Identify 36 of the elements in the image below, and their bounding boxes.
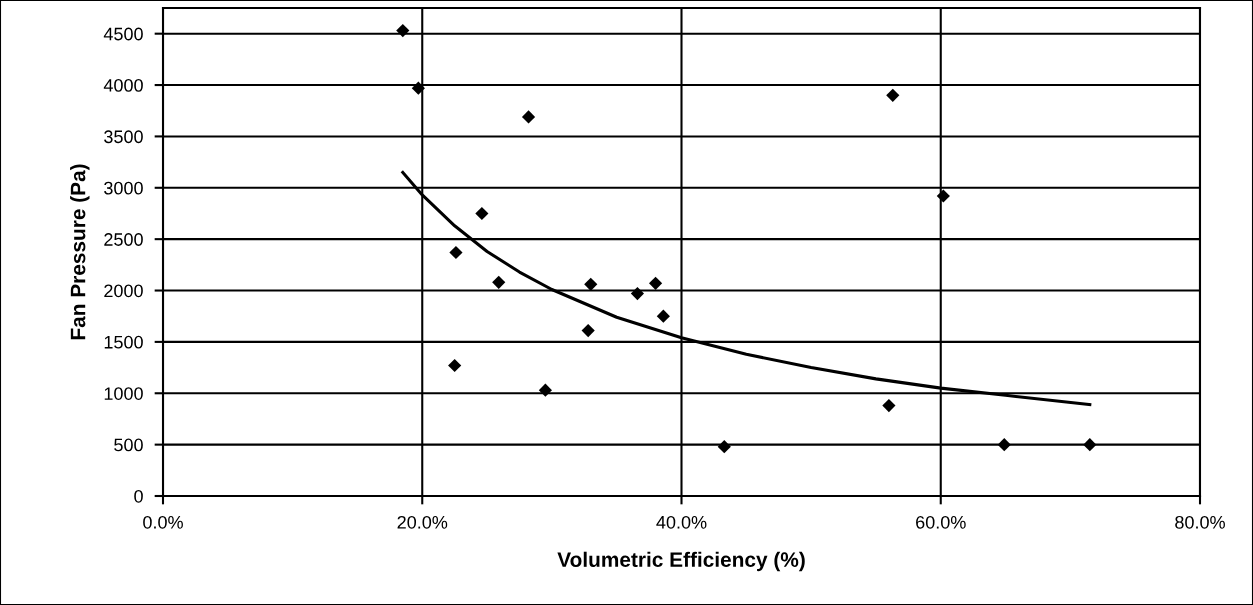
point <box>997 438 1011 452</box>
y-tick-label: 0 <box>134 489 143 503</box>
y-tick-label: 500 <box>114 438 143 452</box>
point <box>717 440 731 454</box>
point <box>581 324 595 338</box>
y-tick-label: 4000 <box>103 78 143 92</box>
point <box>584 277 598 291</box>
point <box>648 276 663 290</box>
y-tick-label: 3000 <box>104 181 143 195</box>
point <box>449 245 463 260</box>
y-tick-label: 2000 <box>104 284 143 298</box>
y-axis-title: Fan Pressure (Pa) <box>70 164 90 340</box>
point <box>936 189 950 203</box>
point <box>630 287 645 301</box>
y-tick-label: 2500 <box>104 233 143 246</box>
point <box>411 81 425 95</box>
point <box>521 110 536 124</box>
x-axis-title: Volumetric Efficiency (%) <box>557 551 805 572</box>
x-tick-label: 0.0% <box>143 515 183 529</box>
y-tick-label: 3500 <box>104 130 143 144</box>
point <box>656 309 670 323</box>
x-tick-label: 60.0% <box>916 515 966 529</box>
point <box>1083 438 1097 452</box>
point <box>448 358 462 373</box>
x-tick-label: 80.0% <box>1175 515 1225 529</box>
point <box>886 88 900 102</box>
y-tick-label: 4500 <box>103 27 143 41</box>
point <box>492 275 506 289</box>
point <box>538 383 552 397</box>
point <box>882 399 896 413</box>
y-tick-label: 1000 <box>104 387 143 400</box>
point <box>396 24 410 38</box>
point <box>475 206 489 221</box>
y-tick-label: 1500 <box>104 335 143 349</box>
x-tick-label: 40.0% <box>656 515 707 529</box>
x-tick-label: 20.0% <box>397 515 448 529</box>
